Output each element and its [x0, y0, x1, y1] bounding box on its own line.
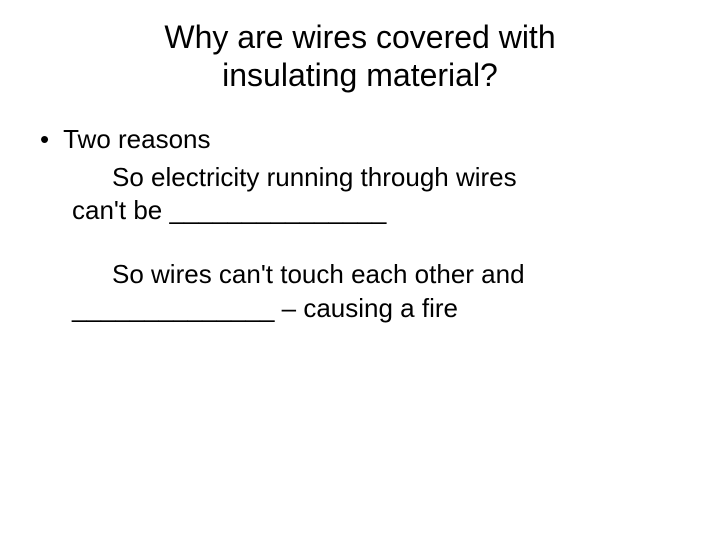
slide-title: Why are wires covered with insulating ma…	[32, 18, 688, 95]
paragraph-1: So electricity running through wires can…	[72, 161, 688, 229]
bullet-marker: •	[40, 123, 49, 157]
bullet-text: Two reasons	[63, 123, 210, 157]
para1-line1: So electricity running through wires	[72, 161, 688, 195]
para2-line2: ______________ – causing a fire	[72, 293, 458, 323]
bullet-item: • Two reasons	[40, 123, 688, 157]
title-line-2: insulating material?	[222, 57, 498, 93]
para1-line2: can't be _______________	[72, 195, 386, 225]
paragraph-2: So wires can't touch each other and ____…	[72, 258, 688, 326]
slide-content: • Two reasons So electricity running thr…	[32, 123, 688, 326]
title-line-1: Why are wires covered with	[164, 19, 555, 55]
para2-line1: So wires can't touch each other and	[72, 258, 688, 292]
